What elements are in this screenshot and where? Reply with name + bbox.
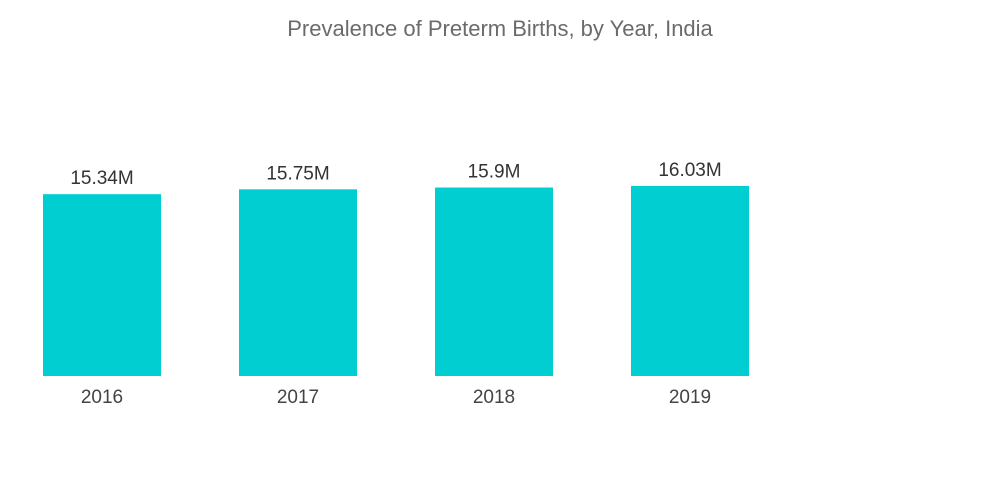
bar-2019 (631, 186, 749, 376)
value-label-2018: 15.9M (468, 162, 521, 183)
bars-group (43, 186, 749, 376)
bar-2018 (435, 187, 553, 376)
chart-title: Prevalence of Preterm Births, by Year, I… (287, 16, 713, 41)
x-tick-labels-group: 2016 2017 2018 2019 (81, 387, 711, 408)
value-label-2016: 15.34M (70, 168, 133, 189)
value-labels-group: 15.34M 15.75M 15.9M 16.03M (70, 160, 721, 189)
x-tick-label-2019: 2019 (669, 387, 711, 408)
x-tick-label-2018: 2018 (473, 387, 515, 408)
bar-2016 (43, 194, 161, 376)
value-label-2019: 16.03M (658, 160, 721, 181)
x-tick-label-2016: 2016 (81, 387, 123, 408)
x-tick-label-2017: 2017 (277, 387, 319, 408)
value-label-2017: 15.75M (266, 163, 329, 184)
bar-2017 (239, 189, 357, 376)
